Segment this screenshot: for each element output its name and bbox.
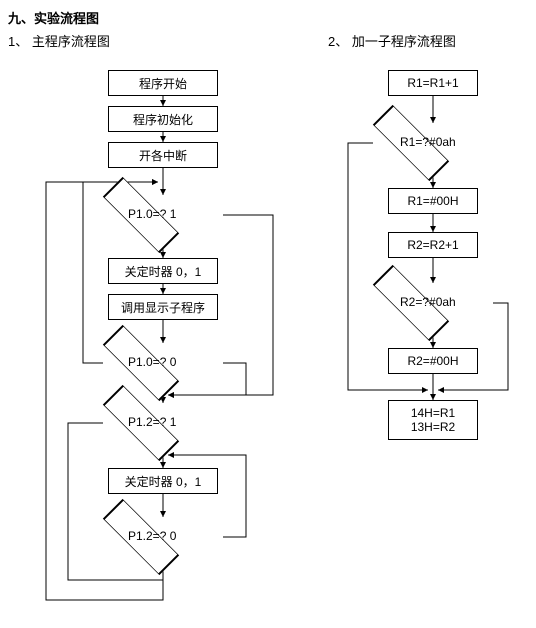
node-call-display: 调用显示子程序: [108, 294, 218, 320]
node-init: 程序初始化: [108, 106, 218, 132]
decision-p10-1: P1.0=? 1: [128, 207, 176, 221]
node-timer-off-2: 关定时器 0，1: [108, 468, 218, 494]
node-store-line1: 14H=R1: [411, 406, 455, 420]
node-r2-clear: R2=#00H: [388, 348, 478, 374]
decision-p12-1: P1.2=? 1: [128, 415, 176, 429]
node-r2-inc: R2=R2+1: [388, 232, 478, 258]
decision-r2: R2=?#0ah: [400, 295, 456, 309]
decision-p12-0: P1.2=? 0: [128, 529, 176, 543]
decision-p10-0: P1.0=? 0: [128, 355, 176, 369]
node-store: 14H=R1 13H=R2: [388, 400, 478, 440]
page-title: 九、实验流程图: [8, 8, 528, 27]
node-start: 程序开始: [108, 70, 218, 96]
node-timer-off-1: 关定时器 0，1: [108, 258, 218, 284]
sub-flowchart: R1=R1+1 R1=?#0ah R1=#00H R2=R2+1 R2=?#0a…: [318, 60, 528, 490]
main-flowchart: 程序开始 程序初始化 开各中断 P1.0=? 1 关定时器 0，1 调用显示子程…: [8, 60, 318, 620]
node-r1-inc: R1=R1+1: [388, 70, 478, 96]
node-interrupt: 开各中断: [108, 142, 218, 168]
node-r1-clear: R1=#00H: [388, 188, 478, 214]
decision-r1: R1=?#0ah: [400, 135, 456, 149]
node-store-line2: 13H=R2: [411, 420, 455, 434]
subtitle-left: 1、 主程序流程图: [8, 31, 328, 50]
subtitle-right: 2、 加一子程序流程图: [328, 31, 528, 50]
